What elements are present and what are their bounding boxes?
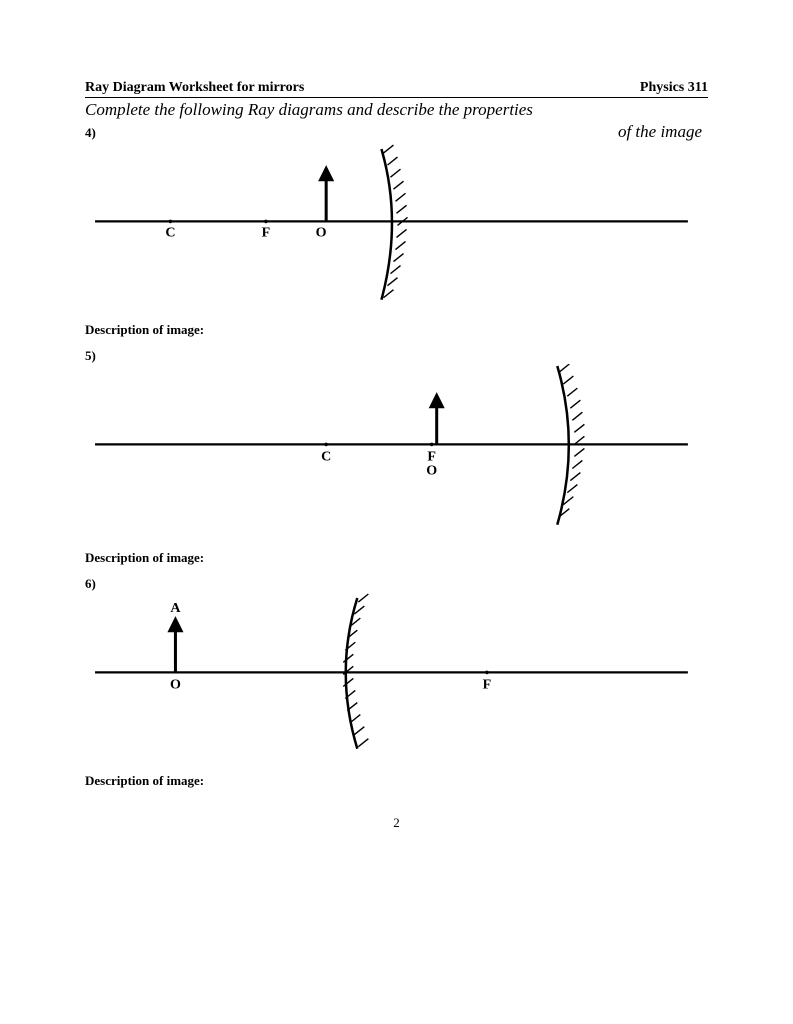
q4-O-label: O <box>316 225 327 241</box>
q5-O-label: O <box>426 462 437 478</box>
page-number: 2 <box>85 815 708 831</box>
handwriting-line2: of the image <box>618 122 708 142</box>
q6-F-label: F <box>483 676 492 692</box>
worksheet-header: Ray Diagram Worksheet for mirrors Physic… <box>85 80 708 98</box>
diagram-q4: C F O <box>85 141 708 312</box>
q5-C-label: C <box>321 448 331 464</box>
q6-A-label: A <box>170 600 181 616</box>
question-5-number: 5) <box>85 348 708 364</box>
handwritten-instruction: Complete the following Ray diagrams and … <box>85 100 708 120</box>
header-title: Ray Diagram Worksheet for mirrors <box>85 80 304 96</box>
header-course: Physics 311 <box>640 80 708 96</box>
q4-C-label: C <box>165 225 175 241</box>
q5-description-label: Description of image: <box>85 550 708 566</box>
diagram-q6: A O F <box>85 592 708 763</box>
q4-F-label: F <box>262 225 271 241</box>
handwriting-line1: Complete the following Ray diagrams and … <box>85 100 708 120</box>
diagram-q5: C F O <box>85 364 708 540</box>
question-6-number: 6) <box>85 576 708 592</box>
q4-description-label: Description of image: <box>85 322 708 338</box>
q6-O-label: O <box>170 676 181 692</box>
question-4-number: 4) <box>85 125 96 141</box>
q6-description-label: Description of image: <box>85 773 708 789</box>
